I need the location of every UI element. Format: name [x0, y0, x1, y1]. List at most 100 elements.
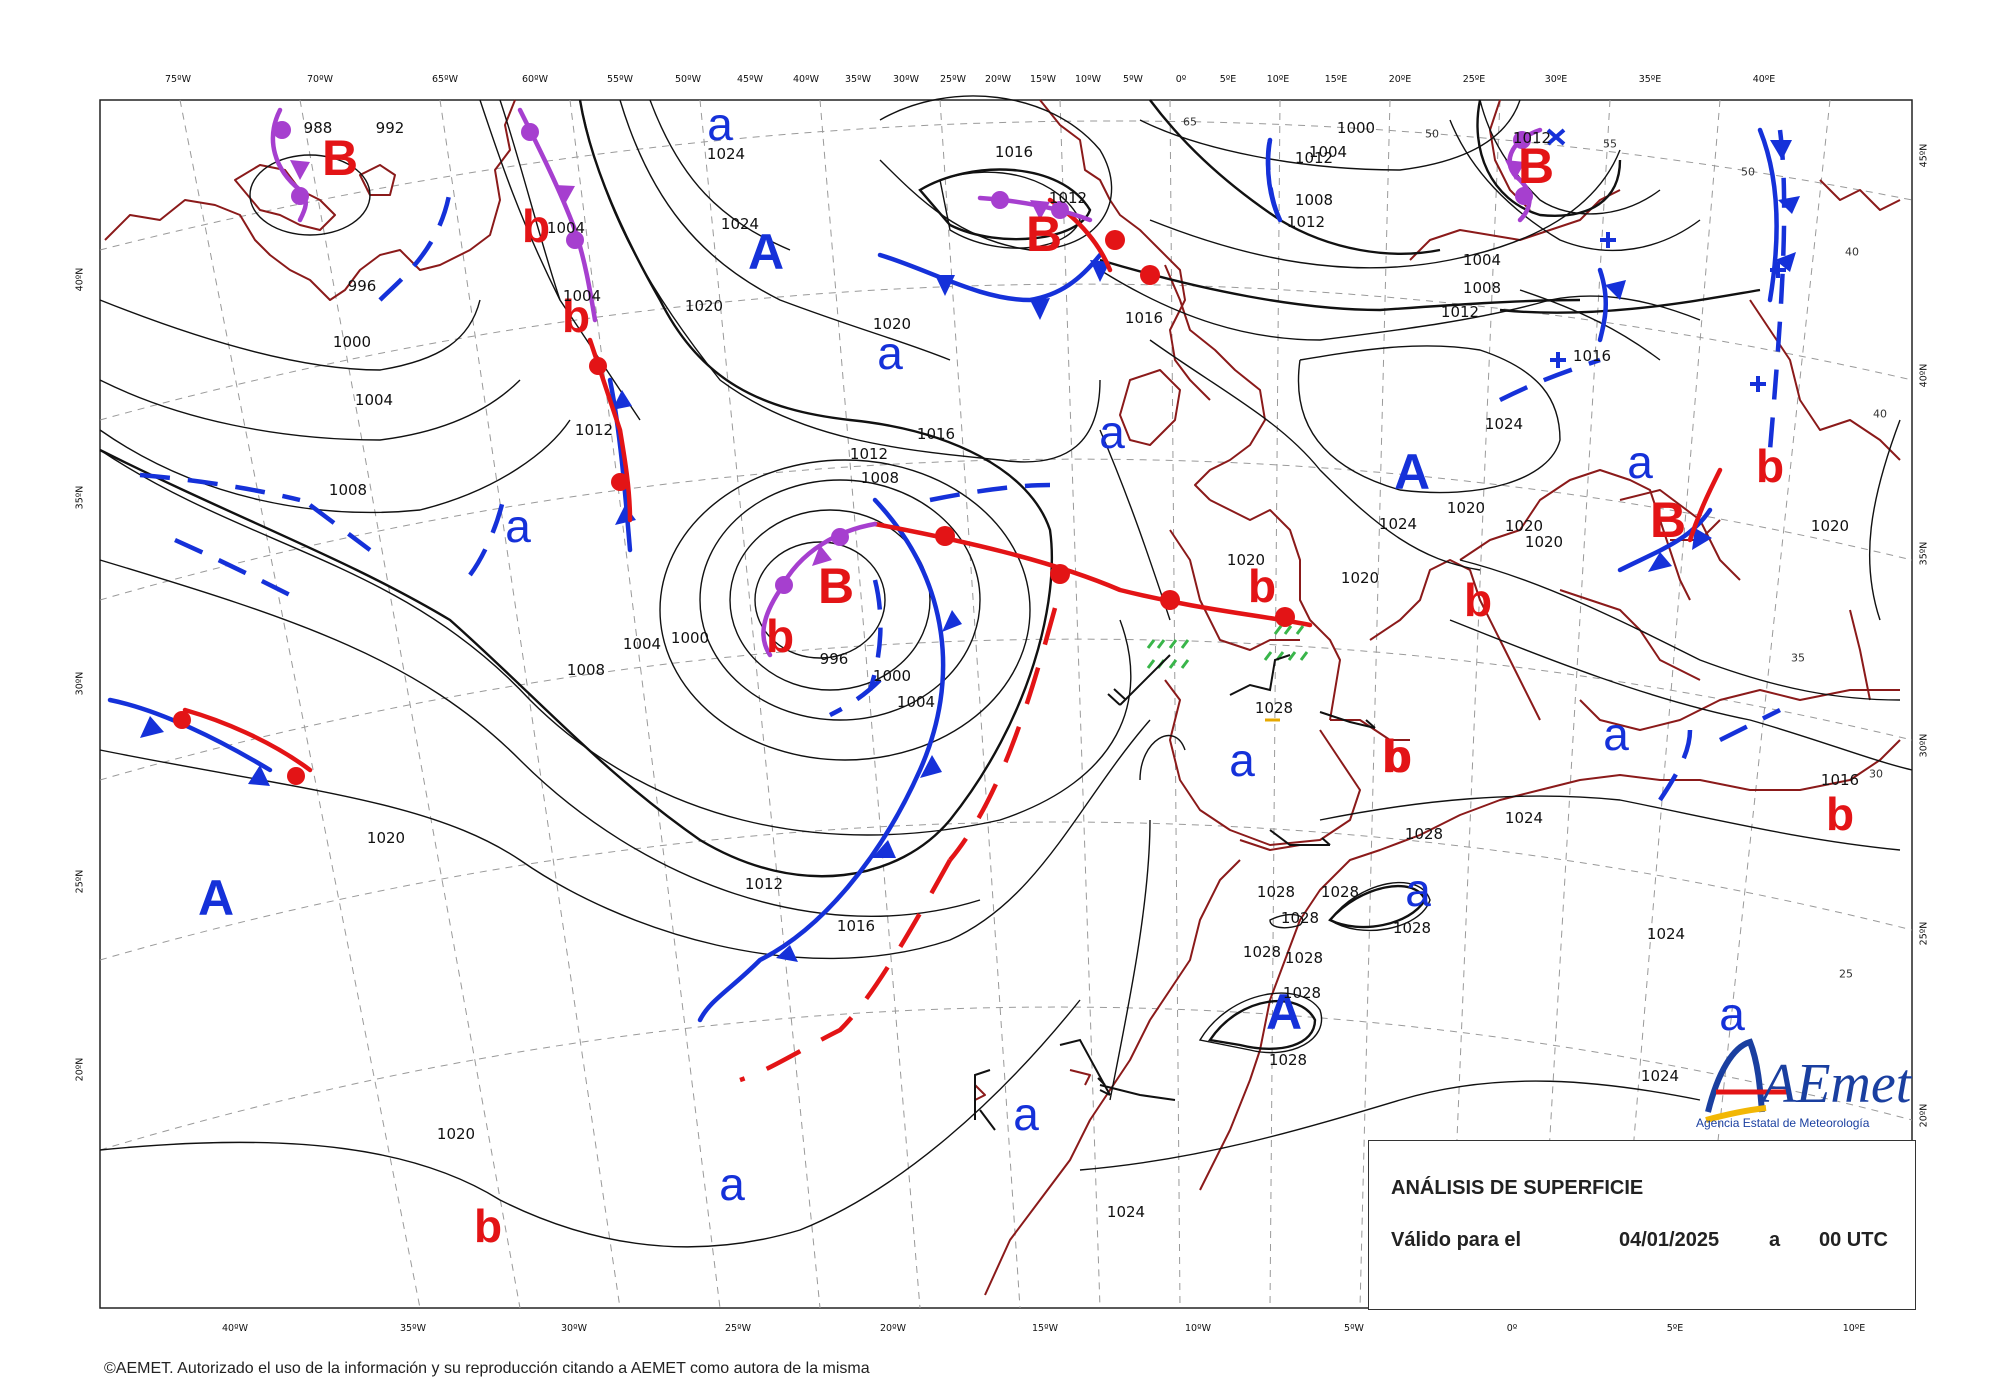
lon-tick: 45ºW: [737, 74, 763, 85]
high-center: A: [197, 870, 235, 926]
isobar-label: 55: [1603, 137, 1617, 151]
isobar-label: 1028: [1254, 699, 1294, 717]
isobar-label: 1016: [1124, 309, 1164, 327]
lon-tick: 15ºE: [1324, 74, 1348, 85]
low-center-minor: b: [1383, 730, 1413, 782]
lat-tick: 35ºN: [74, 485, 86, 510]
lon-tick: 65ºW: [432, 74, 458, 85]
isobar-label: 1008: [860, 469, 900, 487]
isobar-label: 1028: [1282, 984, 1322, 1002]
lon-tick: 35ºW: [400, 1323, 426, 1334]
lon-tick: 40ºW: [222, 1323, 248, 1334]
lon-tick: 35ºE: [1638, 74, 1662, 85]
high-center-minor: a: [1013, 1088, 1039, 1140]
low-center-minor: b: [561, 290, 591, 342]
isobar-label: 1020: [1810, 517, 1850, 535]
low-center-minor: b: [1381, 730, 1411, 782]
lat-tick: 40ºN: [1918, 363, 1930, 388]
isobar-label: 1008: [328, 481, 368, 499]
low-center: B: [1025, 206, 1063, 262]
low-center-minor: b: [765, 610, 795, 662]
isobar-label: 1028: [1242, 943, 1282, 961]
isobar-label: 1020: [1340, 569, 1380, 587]
lat-tick: 20ºN: [1918, 1103, 1930, 1128]
isobar-label: 1020: [1446, 499, 1486, 517]
isobar-label: 1008: [1294, 191, 1334, 209]
isobar-label: 1004: [562, 287, 602, 305]
isobar-label: 1028: [1256, 883, 1296, 901]
lat-tick: 25ºN: [74, 869, 86, 894]
high-center: A: [747, 224, 785, 280]
low-center-minor: b: [1247, 560, 1277, 612]
lon-tick: 15ºW: [1032, 1323, 1058, 1334]
isobar-label: 1016: [916, 425, 956, 443]
lon-tick: 10ºE: [1266, 74, 1290, 85]
isobar-label: 1004: [354, 391, 394, 409]
isobar-label: 1028: [1392, 919, 1432, 937]
wind-barbs: [974, 654, 1376, 1131]
isobar-label: 1004: [1462, 251, 1502, 269]
lon-tick: 5ºE: [1666, 1323, 1684, 1334]
isobar-label: 1000: [872, 667, 912, 685]
isobar-label: 1024: [1504, 809, 1544, 827]
high-center: A: [1265, 984, 1303, 1040]
lon-tick: 5ºE: [1219, 74, 1237, 85]
isobar-label: 1004: [896, 693, 936, 711]
isobar-label: 1016: [836, 917, 876, 935]
valid-label: Válido para el: [1391, 1229, 1522, 1251]
isobar-label: 1020: [872, 315, 912, 333]
isobar-label: 1012: [1512, 129, 1552, 147]
blue-crosses: [1546, 128, 1786, 392]
isobar-label: 30: [1869, 767, 1883, 781]
lon-tick: 20ºW: [880, 1323, 906, 1334]
high-center-minor: a: [1405, 864, 1431, 916]
isobar-label: 1000: [1336, 119, 1376, 137]
high-center-minor: a: [707, 98, 733, 150]
lat-tick: 35ºN: [1918, 541, 1930, 566]
isobar-label: 1016: [1572, 347, 1612, 365]
high-center-minor: a: [1099, 406, 1125, 458]
isobar-label: 40: [1873, 407, 1887, 421]
lon-tick: 30ºW: [893, 74, 919, 85]
lon-tick: 30ºW: [561, 1323, 587, 1334]
isobar-label: 50: [1741, 165, 1755, 179]
lat-tick: 20ºN: [74, 1057, 86, 1082]
isobar-label: 1020: [1504, 517, 1544, 535]
isobar-label: 1020: [366, 829, 406, 847]
low-center: B: [817, 558, 855, 614]
isobar-label: 1016: [994, 143, 1034, 161]
isobar-label: 1012: [1048, 189, 1088, 207]
dashed-ridges: [739, 607, 1058, 1083]
isobar-label: 1016: [1820, 771, 1860, 789]
isobar-label: 1000: [332, 333, 372, 351]
lon-tick: 5ºW: [1344, 1323, 1364, 1334]
lon-tick: 0º: [1506, 1323, 1518, 1334]
lon-tick: 0º: [1175, 74, 1187, 85]
cold-fronts: [107, 127, 1779, 1023]
valid-at: a: [1769, 1229, 1781, 1251]
analysis-info-box: ANÁLISIS DE SUPERFICIE Válido para el 04…: [1368, 1140, 1916, 1310]
isobar-label: 65: [1183, 115, 1197, 129]
isobar-label: 1020: [1524, 533, 1564, 551]
isobar-label: 1012: [574, 421, 614, 439]
low-center: B: [1649, 492, 1687, 548]
isobar-label: 1028: [1268, 1051, 1308, 1069]
isobar-label: 35: [1791, 651, 1805, 665]
lon-tick: 50ºW: [675, 74, 701, 85]
isobar-label: 1012: [1440, 303, 1480, 321]
lat-tick: 30ºN: [1918, 733, 1930, 758]
lon-tick: 20ºW: [985, 74, 1011, 85]
isobar-label: 996: [347, 277, 377, 295]
isobar-label: 1024: [1484, 415, 1524, 433]
lon-tick: 40ºE: [1752, 74, 1776, 85]
isobar-label: 996: [819, 650, 849, 668]
low-center-minor: b: [473, 1200, 503, 1252]
isobar-label: 25: [1839, 967, 1853, 981]
lon-tick: 40ºW: [793, 74, 819, 85]
high-center-minor: a: [505, 500, 531, 552]
isobar-label: 1024: [1106, 1203, 1146, 1221]
isobar-label: 1028: [1284, 949, 1324, 967]
isobar-label: 1024: [1378, 515, 1418, 533]
occluded-front-marks: [273, 121, 1533, 594]
